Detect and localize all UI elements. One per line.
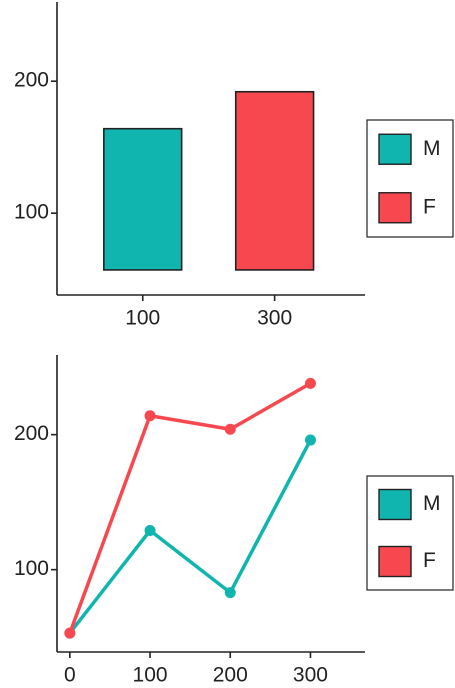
legend-swatch <box>378 133 412 165</box>
y-tick-label: 100 <box>14 557 49 580</box>
point <box>144 525 156 536</box>
x-tick-label: 0 <box>64 664 76 687</box>
y-tick-label: 200 <box>14 422 49 445</box>
point <box>224 587 236 599</box>
y-tick-label: 100 <box>14 201 49 224</box>
point <box>224 423 236 435</box>
line <box>68 381 312 634</box>
x-tick-label: 300 <box>293 664 328 687</box>
line <box>68 439 313 635</box>
x-tick-label: 100 <box>125 307 160 330</box>
y-tick-label: 200 <box>14 69 49 92</box>
x-tick-label: 200 <box>213 664 248 687</box>
x-tick-label: 300 <box>257 307 292 330</box>
legend-swatch <box>378 488 412 521</box>
legend-label: M <box>423 137 441 160</box>
legend-label: F <box>423 549 436 572</box>
x-tick-label: 100 <box>133 664 168 687</box>
legend-label: F <box>423 195 436 218</box>
legend-label: M <box>423 492 441 515</box>
point <box>144 410 156 422</box>
legend-swatch <box>378 192 412 224</box>
point <box>64 627 76 639</box>
bar <box>103 127 183 271</box>
legend-swatch <box>378 545 412 578</box>
bar <box>234 90 315 271</box>
point <box>304 434 316 446</box>
point <box>304 377 316 389</box>
